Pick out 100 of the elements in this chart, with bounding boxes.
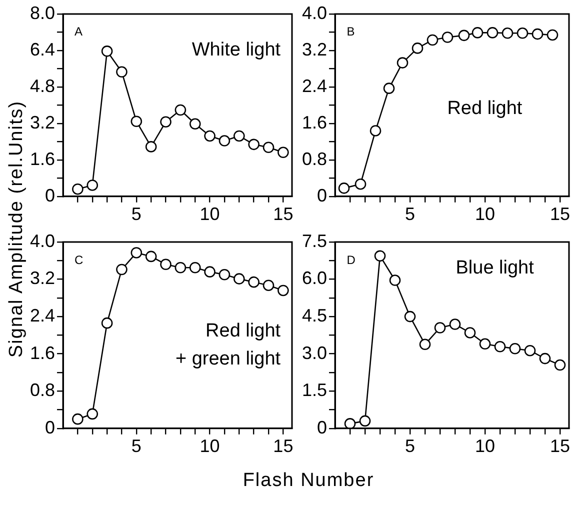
point	[434, 322, 446, 334]
point	[72, 183, 84, 195]
point	[412, 42, 424, 54]
point	[116, 66, 128, 78]
y-tick-label: 3.2	[30, 112, 56, 132]
point	[449, 318, 461, 330]
y-tick-label: 4.0	[302, 2, 328, 23]
x-axis-title: Flash Number	[242, 470, 376, 492]
point	[174, 104, 186, 116]
point	[116, 264, 128, 276]
y-tick-label: 6.0	[302, 268, 328, 288]
x-tick-label: 15	[550, 204, 570, 224]
x-tick-label: 15	[550, 436, 570, 456]
y-tick-label: 0.8	[302, 148, 328, 169]
annotation: B	[346, 24, 355, 39]
point	[354, 178, 366, 190]
point	[130, 247, 142, 258]
point	[539, 352, 551, 364]
point	[546, 29, 558, 41]
annotation: Red light	[447, 98, 523, 120]
point	[189, 118, 201, 130]
point	[516, 28, 528, 39]
x-tick-label: 10	[200, 436, 220, 456]
x-tick-label: 10	[474, 436, 496, 456]
y-tick-label: 0	[45, 417, 56, 438]
y-tick-label: 3.2	[302, 39, 328, 60]
x-tick-label: 15	[273, 436, 294, 456]
annotation: D	[346, 252, 356, 267]
point	[72, 413, 84, 425]
x-tick-label: 10	[474, 204, 496, 224]
point	[160, 116, 172, 128]
y-tick-label: 6.4	[30, 39, 56, 60]
y-tick-label: 2.4	[302, 76, 328, 96]
y-tick-label: 7.5	[302, 230, 328, 251]
point	[344, 418, 356, 428]
point	[389, 274, 401, 286]
y-tick-label: 1.6	[30, 148, 56, 169]
point	[404, 310, 416, 322]
point	[218, 268, 230, 280]
y-tick-label: 4.8	[30, 76, 56, 96]
x-tick-label: 5	[405, 436, 416, 456]
y-tick-label: 1.6	[302, 112, 328, 132]
point	[419, 338, 431, 350]
point	[174, 262, 186, 274]
point	[554, 359, 566, 371]
annotation: + green light	[175, 348, 282, 370]
x-tick-label: 5	[131, 204, 142, 224]
point	[486, 27, 498, 38]
x-tick-label: 5	[405, 204, 416, 224]
point	[374, 250, 386, 262]
point	[101, 46, 113, 57]
y-tick-label: 0.8	[30, 380, 56, 400]
y-tick-label: 8.0	[30, 2, 56, 23]
annotation: White light	[192, 40, 282, 61]
point	[502, 28, 514, 39]
point	[145, 250, 157, 262]
x-tick-label: 5	[131, 436, 142, 456]
point	[472, 27, 484, 38]
y-tick-label: 4.0	[30, 230, 56, 251]
point	[442, 32, 454, 43]
y-tick-label: 1.6	[30, 342, 56, 363]
point	[248, 276, 260, 288]
annotation: Red light	[206, 320, 282, 342]
point	[278, 284, 289, 296]
point	[278, 146, 289, 158]
annotation: C	[74, 252, 84, 267]
point	[509, 342, 521, 354]
point	[145, 141, 157, 152]
point	[532, 28, 544, 40]
annotation: Blue light	[456, 257, 535, 278]
point	[204, 130, 216, 142]
y-tick-label: 4.5	[302, 306, 328, 326]
x-tick-label: 15	[273, 204, 294, 224]
point	[86, 408, 98, 420]
y-tick-label: 0	[317, 185, 328, 206]
point	[160, 258, 172, 270]
point	[494, 340, 506, 352]
point	[234, 273, 245, 284]
point	[204, 266, 216, 278]
point	[248, 138, 260, 150]
y-tick-label: 2.4	[30, 306, 56, 326]
point	[479, 338, 491, 350]
point	[359, 415, 371, 427]
point	[234, 130, 245, 142]
y-tick-label: 3.2	[30, 268, 56, 288]
point	[262, 280, 274, 291]
point	[370, 125, 382, 136]
y-tick-label: 0	[45, 185, 56, 206]
y-axis-title: Signal Amplitude (rel.Units)	[6, 99, 28, 360]
point	[464, 327, 476, 338]
point	[383, 82, 395, 94]
point	[262, 142, 274, 154]
point	[524, 344, 536, 356]
x-tick-label: 10	[200, 204, 220, 224]
point	[189, 262, 201, 274]
point	[86, 180, 98, 191]
point	[218, 135, 230, 146]
annotation: A	[74, 24, 82, 39]
point	[426, 34, 438, 46]
y-tick-label: 0	[317, 417, 328, 438]
